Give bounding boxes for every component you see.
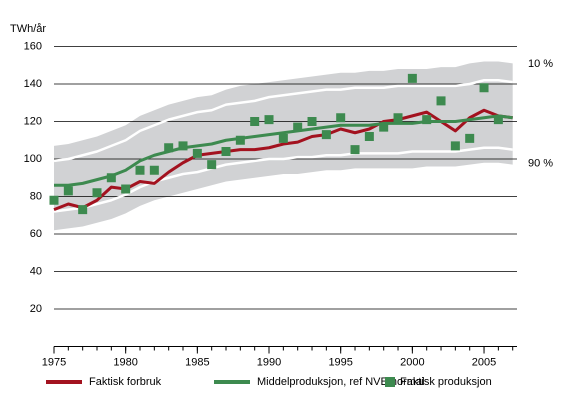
point: [393, 113, 403, 123]
point: [436, 96, 446, 106]
y-tick-label: 80: [30, 190, 42, 202]
point: [307, 117, 317, 126]
y-tick-label: 140: [24, 78, 42, 90]
y-tick-label: 120: [24, 115, 42, 127]
series-line: [54, 114, 513, 187]
band: [54, 61, 513, 231]
legend-label: Middelproduksjon, ref NVE normal: [257, 376, 425, 388]
point: [293, 122, 303, 132]
x-tick-label: 1980: [113, 356, 137, 368]
point: [264, 115, 274, 125]
point: [336, 113, 346, 123]
y-tick-label: 20: [30, 303, 42, 315]
point: [450, 141, 460, 151]
y-axis-label: TWh/år: [10, 23, 46, 35]
point: [364, 132, 374, 141]
legend-label: Faktisk produksjon: [400, 376, 492, 388]
point: [78, 205, 88, 215]
point: [350, 145, 360, 155]
point: [192, 148, 202, 158]
point: [49, 195, 59, 205]
point: [178, 141, 188, 151]
point: [121, 184, 131, 194]
x-tick-label: 2005: [472, 356, 496, 368]
y-tick-label: 160: [24, 40, 42, 52]
legend-swatch: [385, 377, 395, 387]
series-line: [53, 108, 513, 212]
point: [235, 135, 245, 145]
point: [479, 83, 489, 93]
point: [321, 130, 331, 140]
point: [465, 133, 475, 143]
point: [63, 186, 73, 196]
point: [407, 73, 417, 83]
point: [207, 160, 217, 170]
x-tick-label: 1985: [185, 356, 209, 368]
point: [422, 115, 432, 125]
point: [493, 115, 503, 125]
point: [135, 165, 145, 175]
point: [106, 173, 116, 183]
point: [164, 143, 174, 153]
point: [250, 117, 260, 126]
point: [221, 147, 231, 156]
percentile-label: 10 %: [528, 58, 553, 70]
x-tick-label: 1975: [42, 356, 66, 368]
percentile-line: [53, 146, 513, 213]
percentile-label: 90 %: [528, 158, 553, 170]
point: [92, 188, 102, 198]
x-tick-label: 2000: [400, 356, 424, 368]
point: [379, 122, 389, 132]
y-tick-label: 60: [30, 228, 42, 240]
x-tick-label: 1990: [257, 356, 281, 368]
point: [149, 165, 159, 175]
point: [278, 133, 288, 143]
y-tick-label: 100: [24, 153, 42, 165]
y-tick-label: 40: [30, 265, 42, 277]
percentile-line: [53, 79, 513, 163]
legend-label: Faktisk forbruk: [89, 376, 162, 388]
x-tick-label: 1995: [328, 356, 352, 368]
